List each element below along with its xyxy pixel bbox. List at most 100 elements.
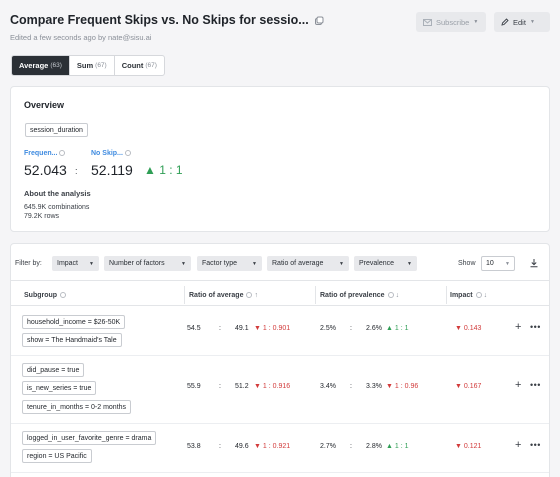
divider (11, 280, 549, 281)
avg-ratio-value: 1 : 0.921 (262, 443, 291, 450)
chevron-down-icon: ▼ (473, 19, 479, 25)
sort-asc-icon[interactable]: ↑ (254, 292, 258, 299)
avg-ratio: ▼ 1 : 0.916 (254, 383, 290, 390)
col-divider (446, 286, 447, 304)
col-header-ratio-prevalence[interactable]: Ratio of prevalence ↓ (320, 292, 399, 299)
avg-ratio-value: 1 : 0.916 (262, 383, 291, 390)
more-icon[interactable]: ••• (530, 322, 541, 332)
chevron-down-icon: ▼ (252, 260, 257, 267)
triangle-up-icon: ▲ (386, 443, 393, 450)
impact-value: ▼ 0.167 (455, 383, 481, 390)
filter-impact[interactable]: Impact ▼ (52, 256, 99, 271)
triangle-down-icon: ▼ (386, 383, 393, 390)
plus-icon[interactable]: + (515, 439, 522, 451)
show-count-select[interactable]: 10 ▼ (481, 256, 515, 271)
filter-label-text: Ratio of average (272, 260, 324, 267)
prev-group-b: 2.8% (366, 443, 382, 450)
col-divider (315, 286, 316, 304)
plus-icon[interactable]: + (515, 379, 522, 391)
pencil-icon (501, 18, 509, 26)
metric-chip[interactable]: session_duration (25, 123, 88, 137)
prev-ratio: ▲ 1 : 1 (386, 443, 409, 450)
download-icon[interactable] (529, 258, 539, 268)
avg-group-b: 49.1 (235, 325, 249, 332)
filter-prevalence[interactable]: Prevalence ▼ (354, 256, 417, 271)
tab-count[interactable]: Count (67) (115, 56, 164, 75)
triangle-down-icon: ▼ (254, 325, 261, 332)
filter-label-text: Prevalence (359, 260, 395, 267)
condition-chip: show = The Handmaid's Tale (22, 333, 122, 347)
prev-ratio: ▼ 1 : 0.96 (386, 383, 418, 390)
tab-average[interactable]: Average (63) (12, 56, 70, 75)
more-icon[interactable]: ••• (530, 380, 541, 390)
show-count-value: 10 (486, 260, 494, 267)
value-separator: : (350, 443, 352, 450)
filter-label-text: Number of factors (109, 260, 165, 267)
value-separator: : (350, 325, 352, 332)
info-icon[interactable] (60, 292, 67, 299)
filter-factor-type[interactable]: Factor type ▼ (197, 256, 262, 271)
condition-chip: household_income = $26-50K (22, 315, 126, 329)
group-b-value: 52.119 (91, 162, 133, 178)
subscribe-button[interactable]: Subscribe ▼ (416, 12, 486, 32)
avg-ratio-value: 1 : 0.901 (262, 325, 291, 332)
condition-chip: logged_in_user_favorite_genre = drama (22, 431, 157, 445)
edit-button[interactable]: Edit ▼ (494, 12, 550, 32)
sort-desc-icon[interactable]: ↓ (395, 292, 400, 299)
filter-ratio-of-average[interactable]: Ratio of average ▼ (267, 256, 349, 271)
subscribe-label: Subscribe (436, 17, 470, 27)
chevron-down-icon: ▼ (505, 260, 510, 267)
avg-ratio: ▼ 1 : 0.921 (254, 443, 290, 450)
value-separator: : (219, 443, 221, 450)
avg-group-b: 49.6 (235, 443, 249, 450)
row-divider (11, 355, 549, 356)
prev-group-a: 3.4% (320, 383, 336, 390)
filter-label: Filter by: (15, 260, 42, 267)
avg-group-a: 53.8 (187, 443, 201, 450)
col-header-impact[interactable]: Impact ↓ (450, 292, 487, 299)
triangle-down-icon: ▼ (254, 383, 261, 390)
triangle-down-icon: ▼ (254, 443, 261, 450)
avg-group-b: 51.2 (235, 383, 249, 390)
triangle-down-icon: ▼ (455, 325, 462, 332)
avg-ratio: ▼ 1 : 0.901 (254, 325, 290, 332)
plus-icon[interactable]: + (515, 321, 522, 333)
about-title: About the analysis (24, 189, 91, 198)
impact-number: 0.121 (463, 443, 482, 450)
col-header-text: Impact (450, 292, 473, 299)
col-header-ratio-average[interactable]: Ratio of average ↑ (189, 292, 258, 299)
info-icon[interactable] (124, 149, 131, 156)
page-subtitle: Edited a few seconds ago by nate@sisu.ai (10, 33, 152, 42)
edit-label: Edit (513, 17, 526, 27)
chevron-down-icon: ▼ (339, 260, 344, 267)
group-b-name: No Skip... (91, 150, 123, 157)
info-icon[interactable] (246, 292, 253, 299)
prev-group-a: 2.7% (320, 443, 336, 450)
tab-sum[interactable]: Sum (67) (70, 56, 115, 75)
impact-value: ▼ 0.121 (455, 443, 481, 450)
col-header-subgroup[interactable]: Subgroup (24, 292, 67, 299)
group-a-value: 52.043 (24, 162, 67, 178)
copy-icon[interactable] (314, 16, 324, 26)
combinations-count: 645.9K combinations (24, 204, 90, 211)
condition-chip: is_new_series = true (22, 381, 97, 395)
value-separator: : (75, 166, 78, 176)
divider (11, 305, 549, 306)
info-icon[interactable] (387, 292, 394, 299)
chevron-down-icon: ▼ (529, 19, 535, 25)
filter-number-of-factors[interactable]: Number of factors ▼ (104, 256, 191, 271)
more-icon[interactable]: ••• (530, 440, 541, 450)
sort-desc-icon[interactable]: ↓ (483, 292, 488, 299)
prev-ratio-value: 1 : 1 (394, 325, 409, 332)
info-icon[interactable] (59, 149, 66, 156)
value-separator: : (350, 383, 352, 390)
impact-number: 0.143 (463, 325, 482, 332)
aggregation-tabs: Average (63) Sum (67) Count (67) (11, 55, 165, 76)
triangle-up-icon: ▲ (144, 163, 156, 177)
rows-count: 79.2K rows (24, 213, 60, 220)
impact-value: ▼ 0.143 (455, 325, 481, 332)
info-icon[interactable] (475, 292, 482, 299)
show-label: Show (458, 260, 476, 267)
avg-group-a: 55.9 (187, 383, 201, 390)
col-divider (184, 286, 185, 304)
